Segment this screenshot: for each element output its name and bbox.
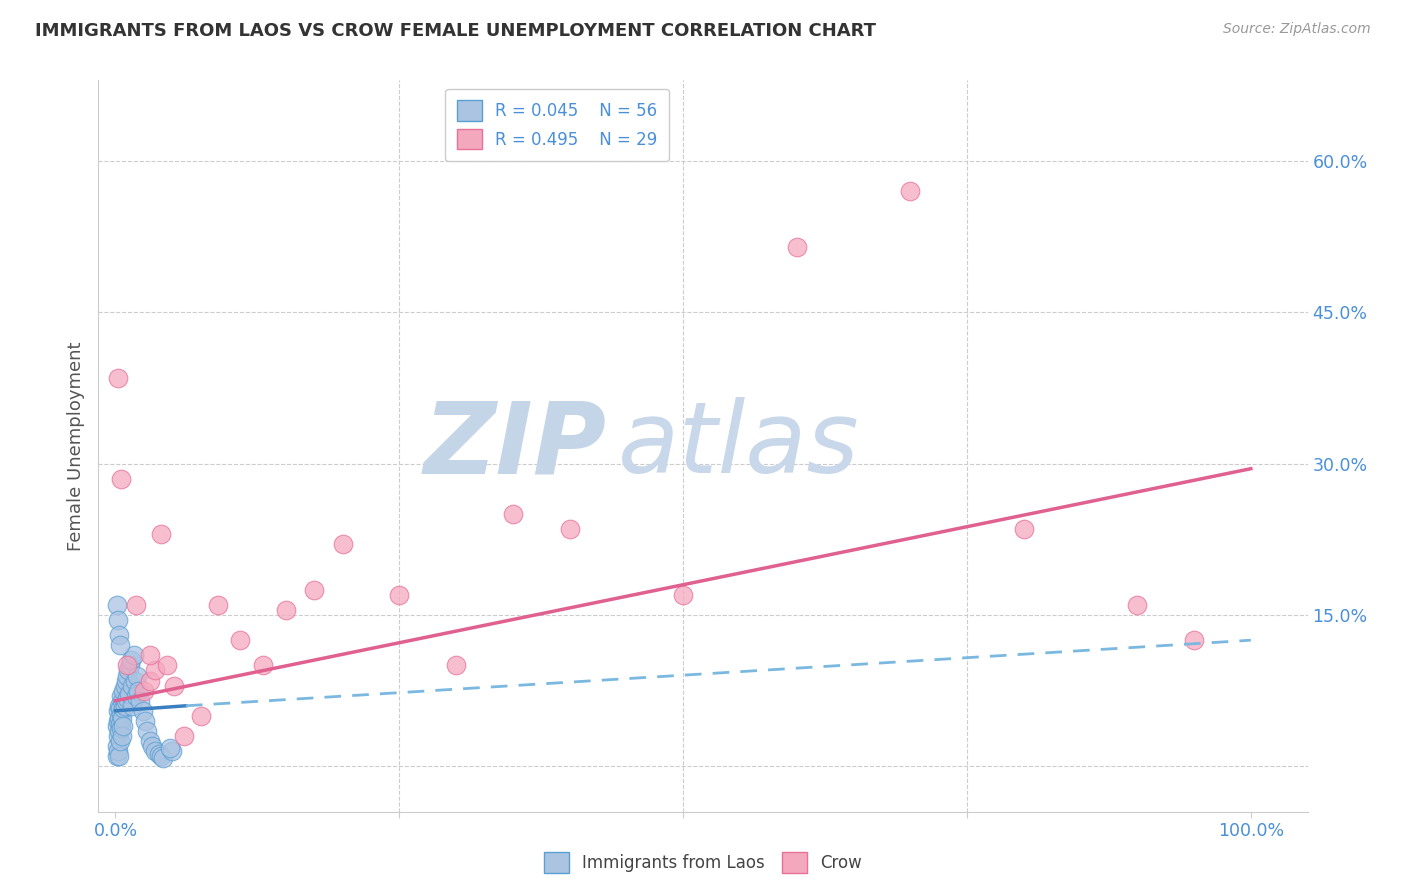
Point <box>149 527 172 541</box>
Point <box>898 184 921 198</box>
Text: ZIP: ZIP <box>423 398 606 494</box>
Point <box>141 739 163 753</box>
Point <box>148 747 170 762</box>
Point <box>125 668 148 682</box>
Point <box>117 664 139 678</box>
Point <box>138 673 160 688</box>
Point <box>207 598 229 612</box>
Point <box>108 717 131 731</box>
Point <box>112 701 135 715</box>
Point <box>111 694 134 708</box>
Point <box>302 582 325 597</box>
Point <box>155 658 177 673</box>
Point <box>114 694 136 708</box>
Point <box>444 658 467 673</box>
Point <box>115 690 138 705</box>
Point <box>112 719 135 733</box>
Point <box>108 711 131 725</box>
Point <box>111 729 134 743</box>
Point <box>114 673 136 688</box>
Point <box>107 729 129 743</box>
Point <box>138 648 160 663</box>
Point <box>114 679 136 693</box>
Text: IMMIGRANTS FROM LAOS VS CROW FEMALE UNEMPLOYMENT CORRELATION CHART: IMMIGRANTS FROM LAOS VS CROW FEMALE UNEM… <box>35 22 876 40</box>
Point <box>105 749 128 764</box>
Point <box>502 507 524 521</box>
Point <box>136 724 159 739</box>
Point <box>124 673 146 688</box>
Point <box>108 701 131 715</box>
Point <box>105 739 128 753</box>
Point <box>558 522 581 536</box>
Point <box>1012 522 1035 536</box>
Point <box>138 734 160 748</box>
Point <box>107 744 129 758</box>
Point <box>163 679 186 693</box>
Point <box>115 658 138 673</box>
Point <box>105 598 128 612</box>
Point <box>1126 598 1149 612</box>
Point <box>108 638 131 652</box>
Point <box>131 704 153 718</box>
Point <box>332 537 354 551</box>
Point <box>125 689 148 703</box>
Point <box>111 711 134 725</box>
Point <box>120 653 142 667</box>
Point <box>107 714 129 728</box>
Point <box>115 668 138 682</box>
Point <box>190 709 212 723</box>
Point <box>252 658 274 673</box>
Point <box>143 744 166 758</box>
Point <box>108 724 131 739</box>
Point <box>112 683 135 698</box>
Y-axis label: Female Unemployment: Female Unemployment <box>66 342 84 550</box>
Point <box>122 648 145 663</box>
Point <box>173 729 195 743</box>
Point <box>108 698 131 713</box>
Point <box>132 683 155 698</box>
Point <box>108 734 131 748</box>
Text: Source: ZipAtlas.com: Source: ZipAtlas.com <box>1223 22 1371 37</box>
Legend: R = 0.045    N = 56, R = 0.495    N = 29: R = 0.045 N = 56, R = 0.495 N = 29 <box>446 88 669 161</box>
Point <box>159 741 181 756</box>
Point <box>108 749 131 764</box>
Point <box>160 744 183 758</box>
Point <box>105 719 128 733</box>
Point <box>121 698 143 713</box>
Text: atlas: atlas <box>619 398 860 494</box>
Point <box>121 679 143 693</box>
Point <box>127 683 149 698</box>
Point <box>110 689 132 703</box>
Point <box>134 714 156 728</box>
Point <box>110 721 132 735</box>
Point <box>786 240 808 254</box>
Point <box>229 633 252 648</box>
Point <box>274 603 297 617</box>
Point <box>143 664 166 678</box>
Point <box>108 628 131 642</box>
Point <box>1182 633 1205 648</box>
Point <box>120 658 142 673</box>
Point <box>118 687 141 701</box>
Point <box>107 704 129 718</box>
Point <box>110 472 132 486</box>
Point <box>107 371 129 385</box>
Point <box>388 588 411 602</box>
Point <box>110 706 132 721</box>
Point <box>152 751 174 765</box>
Point <box>672 588 695 602</box>
Point <box>125 598 148 612</box>
Point <box>149 749 172 764</box>
Point <box>107 613 129 627</box>
Point <box>114 698 136 713</box>
Legend: Immigrants from Laos, Crow: Immigrants from Laos, Crow <box>537 846 869 880</box>
Point <box>129 694 152 708</box>
